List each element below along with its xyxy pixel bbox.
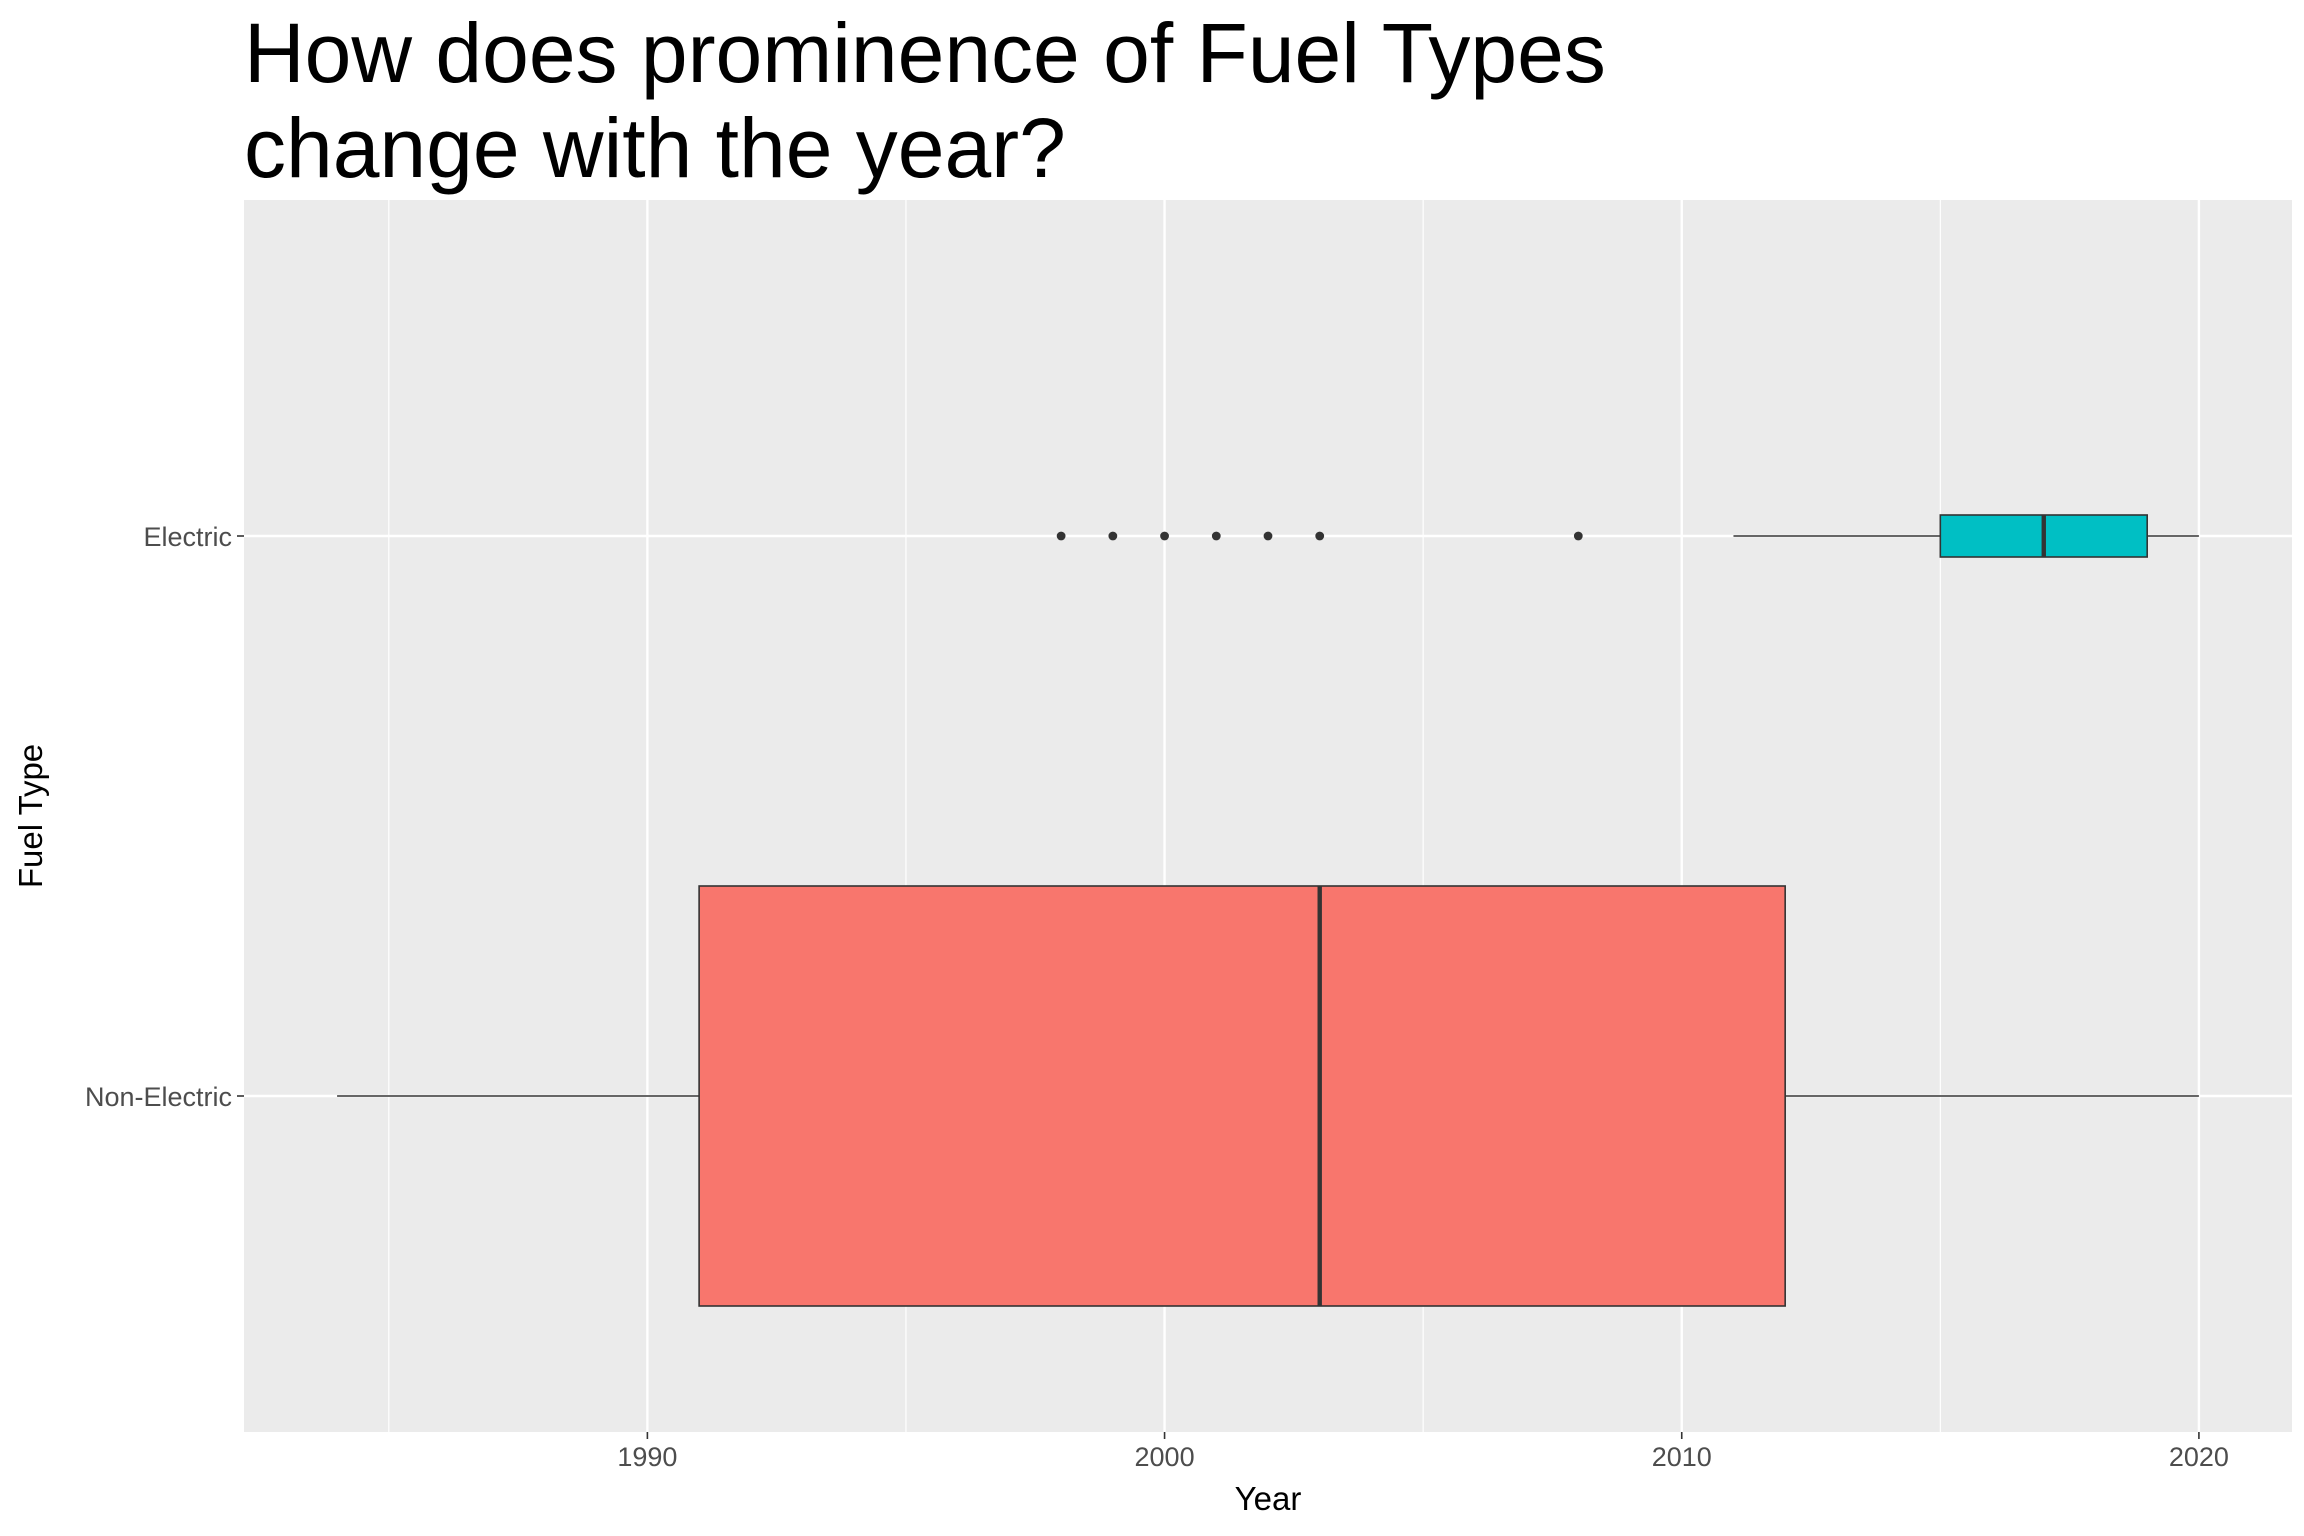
outlier-point-electric: [1108, 531, 1118, 541]
y-axis-title: Fuel Type: [12, 744, 49, 888]
outlier-point-electric: [1056, 531, 1066, 541]
x-tick-label: 1990: [617, 1442, 677, 1472]
y-tick-label: Electric: [143, 522, 232, 552]
y-axis: Non-Electric Electric: [85, 522, 244, 1112]
y-tick-label: Non-Electric: [85, 1082, 232, 1112]
outlier-point-electric: [1211, 531, 1221, 541]
x-tick-label: 2000: [1135, 1442, 1195, 1472]
chart-title: How does prominence of Fuel Types change…: [244, 6, 1606, 196]
x-tick-label: 2020: [2169, 1442, 2229, 1472]
outlier-point-electric: [1573, 531, 1583, 541]
chart-title-line-2: change with the year?: [244, 101, 1066, 195]
box-electric: [1056, 514, 2199, 558]
x-tick-label: 2010: [1652, 1442, 1712, 1472]
box-non-electric: [337, 885, 2199, 1307]
x-axis: 1990 2000 2010 2020: [617, 1432, 2229, 1472]
outlier-point-electric: [1315, 531, 1325, 541]
outlier-point-electric: [1160, 531, 1169, 541]
x-axis-title: Year: [1235, 1480, 1302, 1517]
outlier-point-electric: [1263, 531, 1273, 541]
box-body-non-electric: [698, 885, 1786, 1307]
boxplot-marks: [337, 514, 2199, 1307]
chart-title-line-1: How does prominence of Fuel Types: [244, 6, 1606, 100]
